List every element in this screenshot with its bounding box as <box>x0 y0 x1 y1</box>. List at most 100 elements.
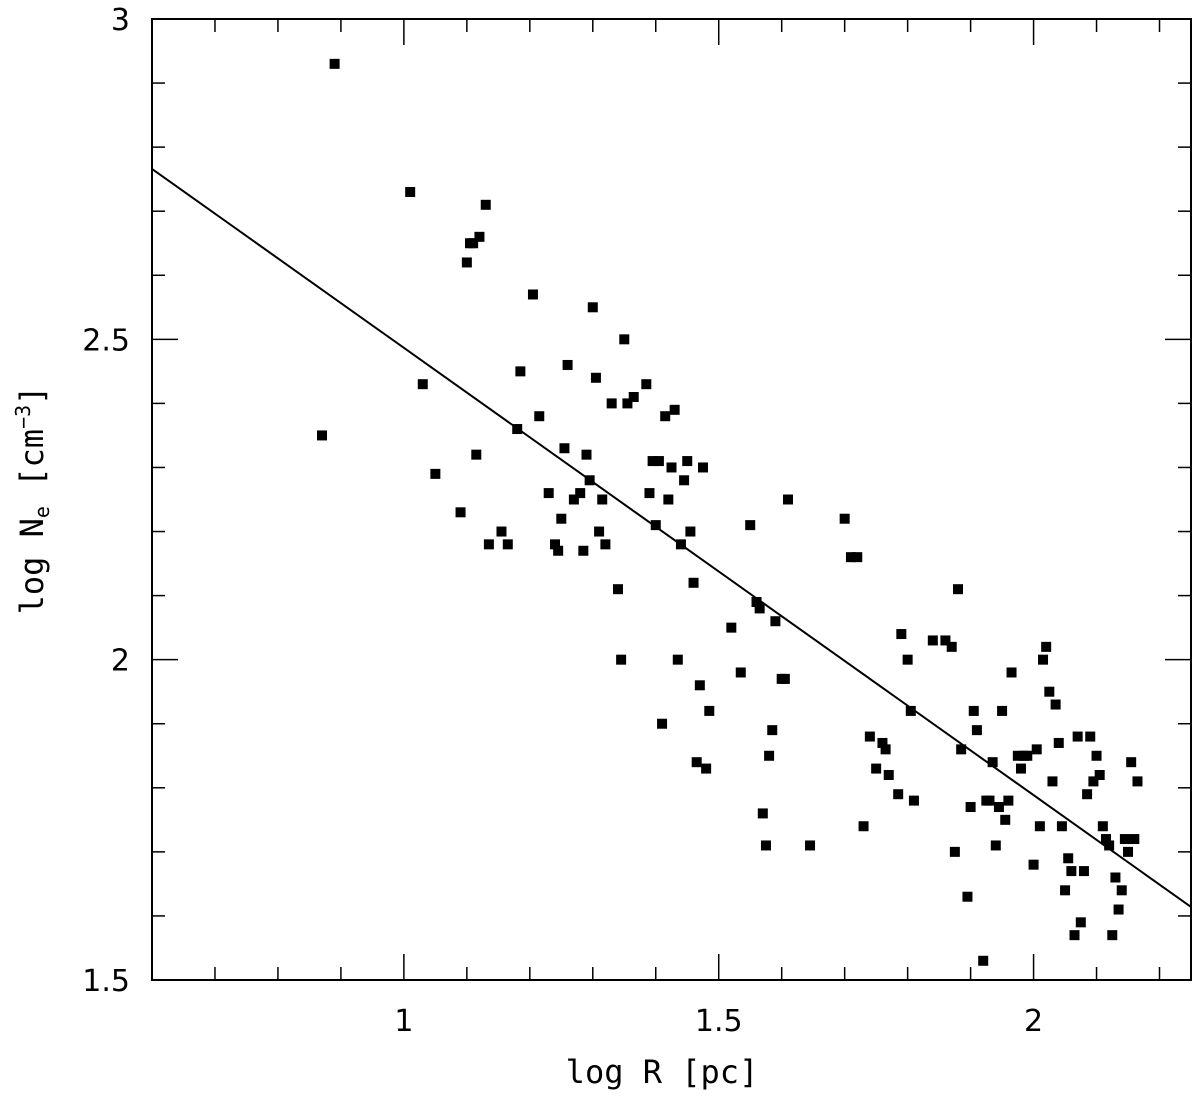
data-point <box>745 520 756 531</box>
data-point <box>987 757 998 768</box>
data-point <box>1075 917 1086 928</box>
data-point <box>578 545 589 556</box>
data-point <box>657 718 668 729</box>
data-point <box>550 539 561 550</box>
data-point <box>1097 821 1108 832</box>
data-point <box>978 955 989 966</box>
data-point <box>1069 930 1080 941</box>
data-point <box>317 430 328 441</box>
data-point <box>527 289 538 300</box>
data-point <box>1132 776 1143 787</box>
data-point <box>767 725 778 736</box>
data-point <box>1100 834 1111 845</box>
data-point <box>697 462 708 473</box>
data-point <box>1088 776 1099 787</box>
data-point <box>845 552 856 563</box>
data-point <box>682 456 693 467</box>
data-point <box>864 731 875 742</box>
data-point <box>1038 654 1049 665</box>
data-point <box>770 616 781 627</box>
data-point <box>735 667 746 678</box>
data-point <box>1056 821 1067 832</box>
data-point <box>1113 904 1124 915</box>
y-axis-label-subscript: e <box>30 506 54 518</box>
data-point <box>653 456 664 467</box>
data-point <box>704 705 715 716</box>
data-point <box>1000 814 1011 825</box>
data-point <box>1119 834 1130 845</box>
data-point <box>1028 859 1039 870</box>
data-point <box>990 840 1001 851</box>
y-axis-label-unit-open: [cm <box>13 429 51 506</box>
tick-labels: 1 1.5 2 1.5 2 2.5 3 <box>82 3 1043 1039</box>
x-axis-label: log R [pc] <box>566 1053 759 1091</box>
y-tick-label: 2 <box>111 644 130 679</box>
data-point <box>956 744 967 755</box>
data-point <box>562 359 573 370</box>
data-point <box>871 763 882 774</box>
fit-line-group <box>151 168 1192 908</box>
y-axis-label-superscript: −3 <box>11 405 35 429</box>
data-point <box>971 725 982 736</box>
data-point <box>556 513 567 524</box>
data-point <box>650 520 661 531</box>
data-point <box>612 584 623 595</box>
data-point <box>949 846 960 857</box>
data-point <box>968 705 979 716</box>
data-point <box>679 475 690 486</box>
data-point <box>805 840 816 851</box>
data-point <box>1050 699 1061 710</box>
data-point <box>329 58 340 69</box>
data-point <box>685 526 696 537</box>
data-point <box>839 513 850 524</box>
data-point <box>1006 667 1017 678</box>
data-point <box>1044 686 1055 697</box>
data-point <box>660 411 671 422</box>
data-point <box>965 802 976 813</box>
x-tick-label: 2 <box>1024 1004 1043 1039</box>
data-point <box>940 635 951 646</box>
y-tick-label: 2.5 <box>82 323 130 358</box>
data-point <box>515 366 526 377</box>
data-point <box>880 744 891 755</box>
data-point <box>1031 744 1042 755</box>
data-point <box>1129 834 1140 845</box>
data-point <box>896 629 907 640</box>
data-point <box>953 584 964 595</box>
data-point <box>666 462 677 473</box>
data-point <box>474 231 485 242</box>
data-point <box>1094 769 1105 780</box>
data-point <box>688 577 699 588</box>
data-point <box>675 539 686 550</box>
data-point <box>430 468 441 479</box>
data-point <box>1126 757 1137 768</box>
data-point <box>962 891 973 902</box>
data-point <box>575 488 586 499</box>
data-point <box>760 840 771 851</box>
data-point <box>606 398 617 409</box>
data-point <box>902 654 913 665</box>
data-point <box>669 404 680 415</box>
data-point <box>559 443 570 454</box>
data-point <box>1003 795 1014 806</box>
data-point <box>893 789 904 800</box>
data-point <box>1053 737 1064 748</box>
data-point <box>694 680 705 691</box>
data-point <box>663 494 674 505</box>
data-point <box>483 539 494 550</box>
data-point <box>590 372 601 383</box>
data-point <box>455 507 466 518</box>
data-point <box>701 763 712 774</box>
data-point <box>1022 750 1033 761</box>
data-point <box>883 769 894 780</box>
data-point <box>581 449 592 460</box>
y-axis-label: log Ne [cm−3] <box>11 386 54 615</box>
data-point <box>480 199 491 210</box>
data-point <box>852 552 863 563</box>
y-tick-label: 1.5 <box>82 964 130 999</box>
data-point <box>622 398 633 409</box>
data-point <box>502 539 513 550</box>
axis-ticks <box>152 18 1191 981</box>
data-point <box>496 526 507 537</box>
